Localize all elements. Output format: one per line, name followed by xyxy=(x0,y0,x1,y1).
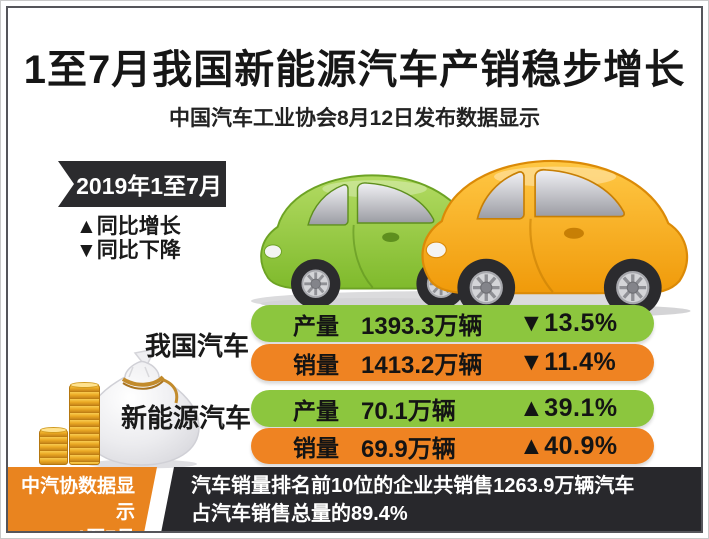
page-subtitle: 中国汽车工业协会8月12日发布数据显示 xyxy=(168,107,541,130)
green-car-windshield xyxy=(307,184,349,226)
cars-illustration xyxy=(251,159,691,318)
bar-metric-label: 产量 xyxy=(293,312,339,339)
bar-yoy-change: ▲40.9% xyxy=(519,431,618,460)
bar-domestic-sales: 销量 1413.2万辆 ▼11.4% xyxy=(251,344,654,381)
green-car-headlight xyxy=(263,244,282,259)
bar-value: 69.9万辆 xyxy=(361,435,456,463)
bar-value: 70.1万辆 xyxy=(361,398,456,425)
bar-metric-label: 销量 xyxy=(293,351,339,378)
bar-nev-production: 产量 70.1万辆 ▲39.1% xyxy=(251,390,654,427)
legend: ▲同比增长 ▼同比下降 xyxy=(76,215,181,263)
bar-nev-sales: 销量 69.9万辆 ▲40.9% xyxy=(251,428,654,464)
money-bag-rope xyxy=(121,375,165,387)
money-bag xyxy=(84,347,200,469)
bar-yoy-change: ▲39.1% xyxy=(519,394,618,422)
orange-car-rear-wheel xyxy=(603,258,662,317)
bar-domestic-production: 产量 1393.3万辆 ▼13.5% xyxy=(251,305,654,342)
period-flag: 2019年1至7月 xyxy=(58,161,226,207)
coin-stack-short xyxy=(39,427,68,465)
legend-up: ▲同比增长 xyxy=(76,215,181,238)
orange-car-windshield xyxy=(476,171,525,220)
group-label-domestic-autos: 我国汽车 xyxy=(144,331,249,361)
coin-stack-tall xyxy=(69,382,100,465)
orange-car xyxy=(419,159,691,318)
bar-value: 1393.3万辆 xyxy=(361,313,483,340)
legend-down: ▼同比下降 xyxy=(76,239,181,262)
orange-car-headlight xyxy=(425,241,447,259)
page-title: 1至7月我国新能源汽车产销稳步增长 xyxy=(23,48,686,92)
footer-note-line1: 汽车销量排名前10位的企业共销售1263.9万辆汽车 xyxy=(191,475,635,497)
footer-source-line1: 中汽协数据显示 xyxy=(20,476,135,523)
green-car-side-window xyxy=(356,182,435,224)
bar-yoy-change: ▼13.5% xyxy=(519,309,618,337)
footer-source-line2: 1至7月 xyxy=(75,528,135,539)
green-car-door-handle xyxy=(382,232,400,242)
orange-car-front-wheel xyxy=(457,258,516,317)
footer-note-box: 汽车销量排名前10位的企业共销售1263.9万辆汽车 占汽车销售总量的89.4% xyxy=(161,467,703,533)
bar-metric-label: 产量 xyxy=(293,397,339,424)
orange-car-door-handle xyxy=(563,227,584,239)
money-bag-knot xyxy=(133,347,157,369)
bar-metric-label: 销量 xyxy=(293,435,339,461)
period-flag-label: 2019年1至7月 xyxy=(76,173,222,199)
green-car-front-wheel xyxy=(291,259,341,309)
orange-car-side-window xyxy=(534,168,625,218)
bar-yoy-change: ▼11.4% xyxy=(519,348,617,376)
money-bag-body xyxy=(84,360,200,466)
group-label-nev: 新能源汽车 xyxy=(120,403,251,433)
footer-source-box: 中汽协数据显示 1至7月 xyxy=(8,467,157,533)
bar-value: 1413.2万辆 xyxy=(361,352,483,379)
footer-note-line2: 占汽车销售总量的89.4% xyxy=(191,503,408,525)
